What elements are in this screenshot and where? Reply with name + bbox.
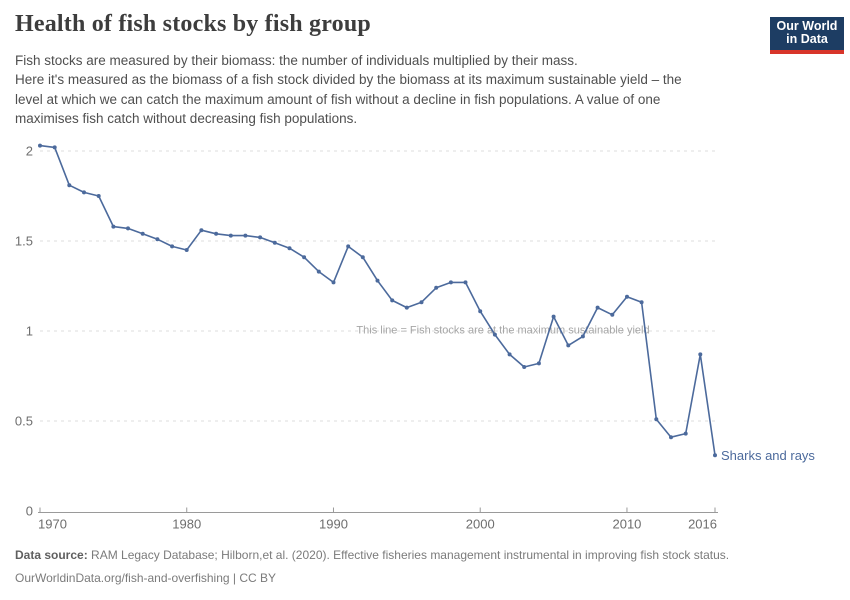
data-point xyxy=(96,194,101,198)
data-point xyxy=(463,280,468,285)
data-point xyxy=(228,233,233,238)
data-point xyxy=(448,280,453,285)
subtitle-line: maximises fish catch without decreasing … xyxy=(15,111,358,127)
data-point xyxy=(155,237,160,242)
chart-subtitle: Fish stocks are measured by their biomas… xyxy=(15,51,682,129)
y-tick-label: 0 xyxy=(26,504,33,519)
x-tick-label: 2016 xyxy=(688,517,717,532)
data-point xyxy=(302,255,307,260)
data-point xyxy=(199,228,204,233)
data-point xyxy=(698,352,703,357)
data-point xyxy=(346,244,351,249)
data-point xyxy=(272,240,277,245)
data-point xyxy=(140,231,145,236)
data-point xyxy=(111,224,116,229)
y-tick-label: 2 xyxy=(26,144,33,159)
data-point xyxy=(625,294,629,299)
data-point xyxy=(507,352,512,357)
data-point xyxy=(492,332,497,337)
data-point xyxy=(52,145,57,150)
data-point xyxy=(331,280,336,285)
data-point xyxy=(214,231,219,236)
data-point xyxy=(669,435,673,440)
data-point xyxy=(170,244,175,249)
data-point xyxy=(38,143,42,148)
subtitle-line: Here it's measured as the biomass of a f… xyxy=(15,72,682,88)
x-tick-label: 1980 xyxy=(172,517,201,532)
data-source-text: RAM Legacy Database; Hilborn,et al. (202… xyxy=(87,548,730,562)
chart-footer: Data source: RAM Legacy Database; Hilbor… xyxy=(15,544,729,590)
data-point xyxy=(580,334,585,339)
data-point xyxy=(375,278,380,283)
data-point xyxy=(126,226,130,231)
data-point xyxy=(566,343,571,348)
x-tick-label: 1990 xyxy=(319,517,348,532)
data-point xyxy=(258,235,263,240)
data-point xyxy=(316,269,321,274)
data-point xyxy=(390,298,395,303)
owid-logo[interactable]: Our World in Data xyxy=(770,17,844,54)
footer-source-line: Data source: RAM Legacy Database; Hilbor… xyxy=(15,548,729,562)
data-point xyxy=(82,190,86,195)
data-line xyxy=(39,144,716,456)
logo-line-2: in Data xyxy=(786,32,828,46)
msy-annotation: This line = Fish stocks are at the maxim… xyxy=(356,325,649,337)
data-source-label: Data source: xyxy=(15,548,88,562)
data-point xyxy=(243,233,248,238)
data-point xyxy=(419,300,424,305)
y-tick-label: 1.5 xyxy=(15,234,33,249)
data-point xyxy=(522,365,527,369)
footer-license-line: OurWorldinData.org/fish-and-overfishing … xyxy=(15,571,276,585)
subtitle-line: level at which we can catch the maximum … xyxy=(15,91,661,107)
logo-line-1: Our World xyxy=(776,19,838,33)
data-point xyxy=(287,246,292,251)
data-point xyxy=(184,248,189,252)
series-label: Sharks and rays xyxy=(721,448,815,463)
chart-title: Health of fish stocks by fish group xyxy=(15,11,371,37)
data-point xyxy=(360,255,365,260)
data-point xyxy=(404,305,409,310)
x-tick-label: 2010 xyxy=(612,517,641,532)
data-point xyxy=(536,361,541,366)
y-tick-label: 0.5 xyxy=(15,414,33,429)
data-point xyxy=(595,305,600,310)
x-tick-label: 1970 xyxy=(38,517,67,532)
data-point xyxy=(713,453,717,458)
data-point xyxy=(639,300,644,305)
data-point xyxy=(610,312,615,317)
data-point xyxy=(654,417,659,422)
y-tick-label: 1 xyxy=(26,324,33,339)
data-point xyxy=(551,314,556,319)
subtitle-line: Fish stocks are measured by their biomas… xyxy=(15,53,578,68)
data-point xyxy=(434,285,439,290)
data-point xyxy=(67,183,72,188)
data-point xyxy=(683,431,688,436)
data-point xyxy=(478,309,483,314)
x-tick-label: 2000 xyxy=(466,517,495,532)
